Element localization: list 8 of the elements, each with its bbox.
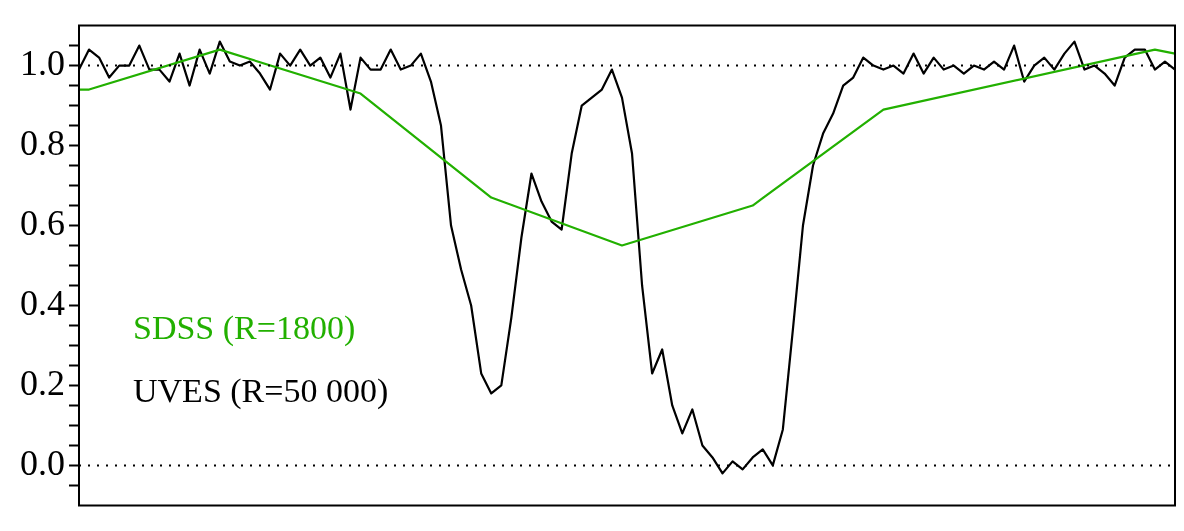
y-tick-label: 0.8 xyxy=(20,123,65,163)
y-tick-label: 0.2 xyxy=(20,362,65,403)
text: SDSS (R=1800) xyxy=(133,309,356,348)
y-tick-label: 1.0 xyxy=(20,43,65,84)
y-tick-label: 0.0 xyxy=(20,442,65,483)
text: UVES (R=50 000) xyxy=(133,372,389,411)
y-tick-label: 0.4 xyxy=(20,282,65,323)
y-tick-label: 0.6 xyxy=(20,202,65,243)
